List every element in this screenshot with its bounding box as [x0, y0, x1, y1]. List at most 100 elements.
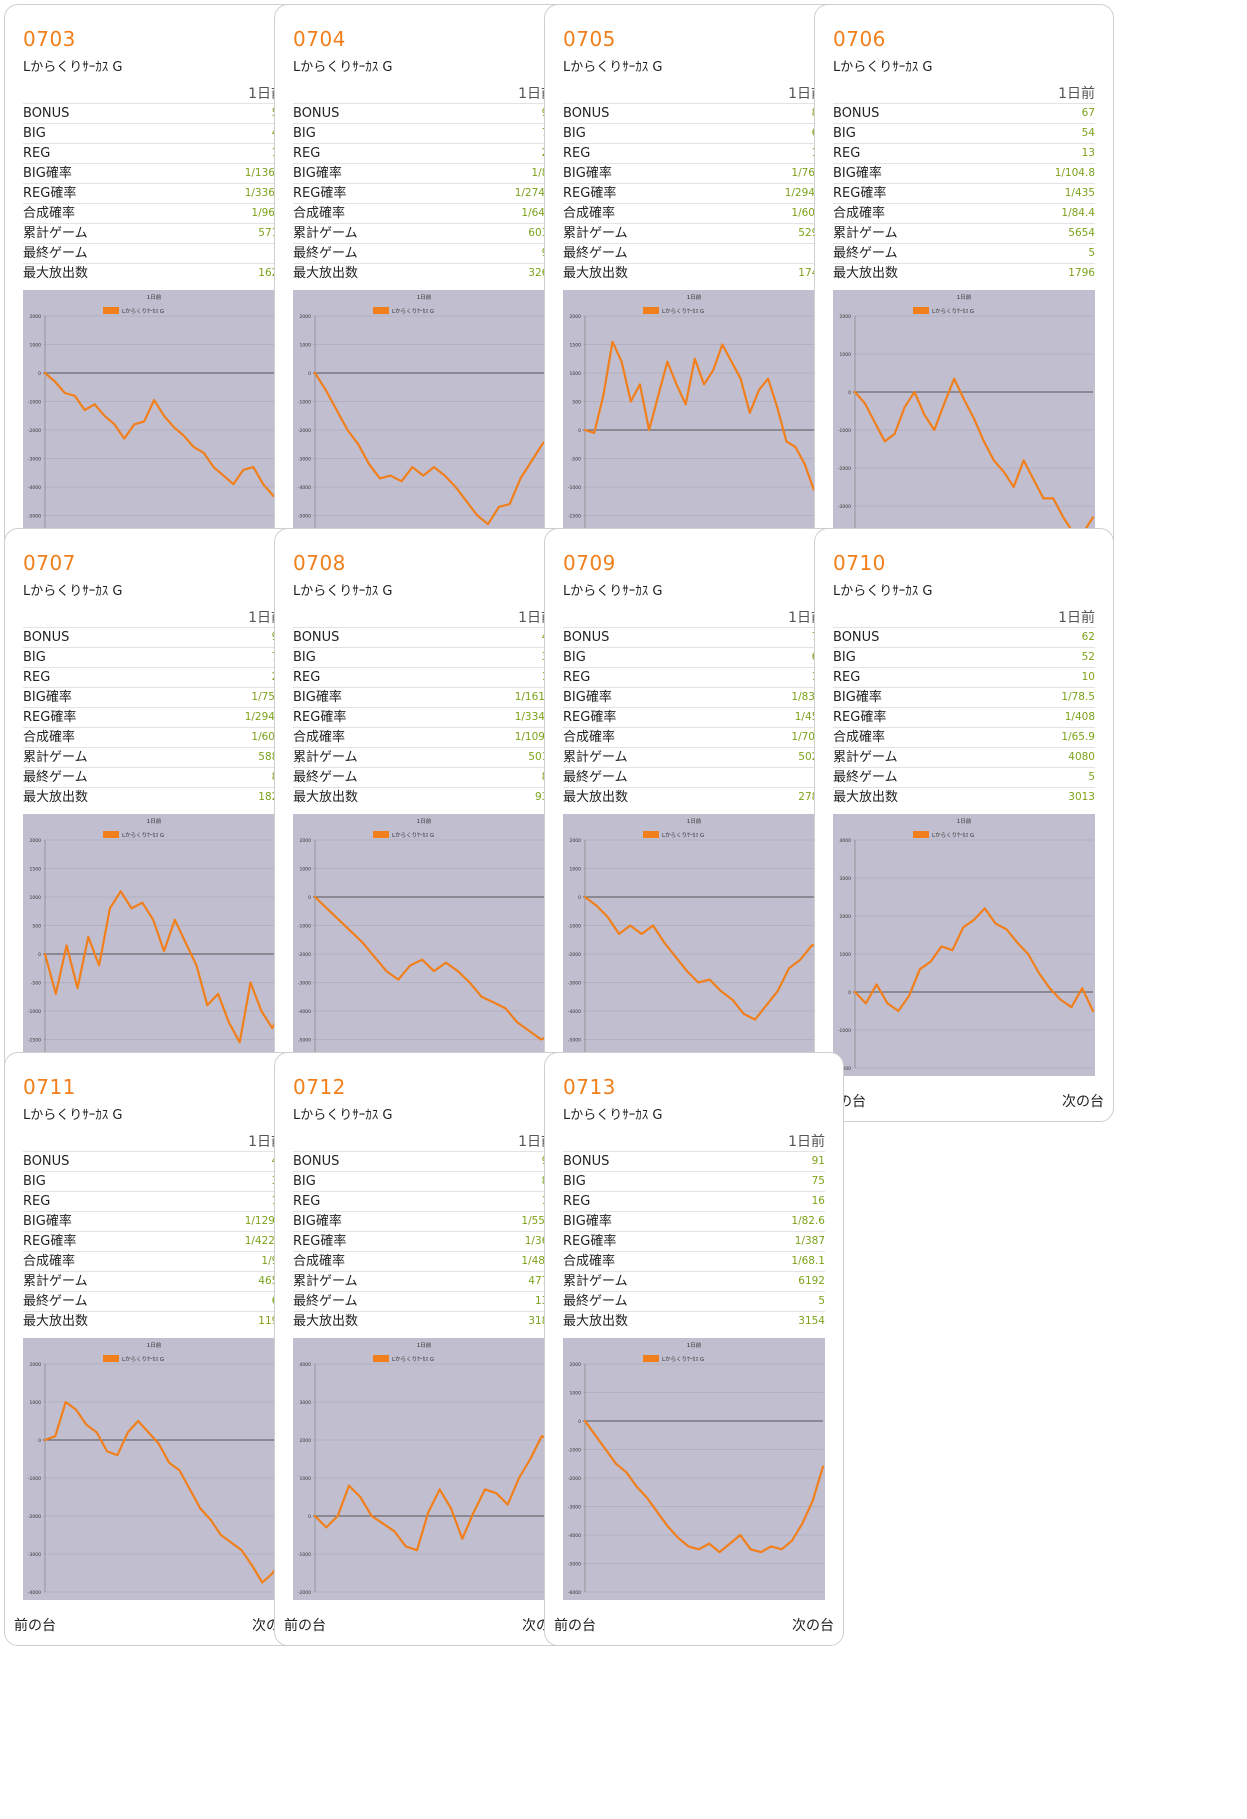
prev-machine-link[interactable]: 前の台 — [14, 1618, 56, 1634]
stat-row: 累計ゲーム 5654 — [833, 223, 1095, 243]
day-label: 1日前 — [1058, 610, 1095, 626]
stat-row: BONUS 62 — [833, 627, 1095, 647]
stats-table: BONUS87BIG69REG18BIG確率1/76.8REG確率1/294.4… — [563, 103, 825, 283]
y-tick-label: -2000 — [28, 1514, 41, 1520]
y-tick-label: -3000 — [298, 981, 311, 987]
stat-row: 最終ゲーム3 — [563, 243, 825, 263]
chart-title: 1日前 — [957, 817, 972, 825]
y-tick-label: 1000 — [30, 895, 42, 901]
stat-label: 最終ゲーム — [23, 1294, 88, 1309]
stat-label: BIG — [293, 126, 316, 141]
y-tick-label: 0 — [848, 390, 851, 396]
stat-row: BONUS47 — [23, 1151, 285, 1171]
y-tick-label: 0 — [578, 1419, 581, 1425]
chart-background — [563, 290, 825, 552]
series-line — [853, 907, 1095, 1013]
stat-value: 1/435 — [1064, 187, 1095, 199]
stat-row: REG確率 1/387 — [563, 1231, 825, 1251]
stat-row: 最終ゲーム86 — [23, 767, 285, 787]
next-machine-link[interactable]: 次の台 — [1062, 1094, 1104, 1110]
machine-number[interactable]: 0705 — [563, 27, 616, 51]
machine-number[interactable]: 0711 — [23, 1075, 76, 1099]
stat-label: 最大放出数 — [23, 1314, 89, 1329]
machine-number[interactable]: 0710 — [833, 551, 886, 575]
stat-value: 16 — [811, 1195, 825, 1207]
legend-label: Lからくりｻｰｶｽ G — [392, 832, 434, 839]
stats-table: BONUS98BIG78REG20BIG確率1/75.5REG確率1/294.3… — [23, 627, 285, 807]
machine-number[interactable]: 0708 — [293, 551, 346, 575]
stat-label: 累計ゲーム — [23, 1274, 88, 1289]
stat-label: BONUS — [563, 106, 610, 121]
y-tick-label: -4000 — [298, 485, 311, 491]
chart-title: 1日前 — [147, 817, 162, 825]
stat-row: REG確率 1/457 — [563, 707, 825, 727]
machine-number[interactable]: 0712 — [293, 1075, 346, 1099]
next-machine-link[interactable]: 次の台 — [792, 1618, 834, 1634]
stat-row: BIG 52 — [833, 647, 1095, 667]
stat-row: 累計ゲーム 6030 — [293, 223, 555, 243]
stat-label: REG — [563, 1194, 591, 1209]
stat-label: 合成確率 — [563, 206, 616, 221]
stat-label: BONUS — [563, 630, 610, 645]
stat-value: 1/408 — [1064, 711, 1095, 723]
stat-value: 6192 — [798, 1275, 825, 1287]
machine-number[interactable]: 0707 — [23, 551, 76, 575]
stat-label: 合成確率 — [563, 730, 616, 745]
prev-machine-link[interactable]: 前の台 — [554, 1618, 596, 1634]
chart-svg: 1日前 Lからくりｻｰｶｽ G 2000 1000 0 -1000 -2000 -3000 -4… — [23, 290, 285, 552]
stat-row: REG確率 1/334.5 — [293, 707, 555, 727]
stat-label: 累計ゲーム — [293, 226, 358, 241]
slump-chart: 1日前 Lからくりｻｰｶｽ G 2000 1500 1000 500 0 -500 -1000 -… — [563, 290, 825, 552]
y-tick-label: 2000 — [30, 838, 42, 844]
stat-row: BONUS93 — [293, 103, 555, 123]
machine-number[interactable]: 0709 — [563, 551, 616, 575]
stat-row: 最大放出数 3154 — [563, 1311, 825, 1331]
slump-chart: 1日前 Lからくりｻｰｶｽ G 2000 1000 0 -1000 -2000 -3000 -4… — [23, 1338, 285, 1600]
machine-model-name: Lからくりｻｰｶｽ G — [293, 1108, 393, 1123]
y-tick-label: -6000 — [568, 1590, 581, 1596]
prev-machine-link[interactable]: 前の台 — [284, 1618, 326, 1634]
stat-label: 最終ゲーム — [293, 246, 358, 261]
series-line — [583, 1419, 825, 1554]
y-tick-label: -3000 — [568, 1505, 581, 1511]
stat-value: 1/104.8 — [1054, 167, 1095, 179]
stat-row: 累計ゲーム 4080 — [833, 747, 1095, 767]
stat-label: BIG — [833, 126, 856, 141]
machine-card: 0706 Lからくりｻｰｶｽ G 1日前 BONUS 67 BIG 54 REG 13 BIG確率… — [814, 4, 1114, 598]
stat-row: REG確率 1/367 — [293, 1231, 555, 1251]
stat-value: 13 — [1081, 147, 1095, 159]
stat-label: REG — [23, 1194, 51, 1209]
y-tick-label: 0 — [38, 371, 41, 377]
y-tick-label: -1000 — [838, 1028, 851, 1034]
machine-number[interactable]: 0713 — [563, 1075, 616, 1099]
stat-row: BONUS71 — [563, 627, 825, 647]
chart-title: 1日前 — [687, 293, 702, 301]
series-line — [583, 895, 825, 1021]
stat-label: 最終ゲーム — [293, 770, 358, 785]
stat-label: BIG確率 — [293, 690, 342, 705]
stats-table: BONUS93BIG71REG22BIG確率1/85REG確率1/274.1合成… — [293, 103, 555, 283]
chart-background — [23, 290, 285, 552]
legend-label: Lからくりｻｰｶｽ G — [932, 308, 974, 315]
machine-number[interactable]: 0703 — [23, 27, 76, 51]
stat-row: REG確率 1/274.1 — [293, 183, 555, 203]
y-tick-label: -4000 — [28, 1590, 41, 1596]
stat-label: BIG — [563, 126, 586, 141]
machine-card: 0710 Lからくりｻｰｶｽ G 1日前 BONUS 62 BIG 52 REG 10 BIG確率… — [814, 528, 1114, 1122]
machine-number[interactable]: 0704 — [293, 27, 346, 51]
machine-number[interactable]: 0706 — [833, 27, 886, 51]
stat-value: 54 — [1081, 127, 1095, 139]
stat-label: 累計ゲーム — [563, 226, 628, 241]
stat-row: 合成確率 1/60.9 — [563, 203, 825, 223]
stat-row: REG15 — [293, 667, 555, 687]
y-tick-label: 0 — [308, 371, 311, 377]
stat-label: BONUS — [293, 630, 340, 645]
chart-title: 1日前 — [417, 1341, 432, 1349]
